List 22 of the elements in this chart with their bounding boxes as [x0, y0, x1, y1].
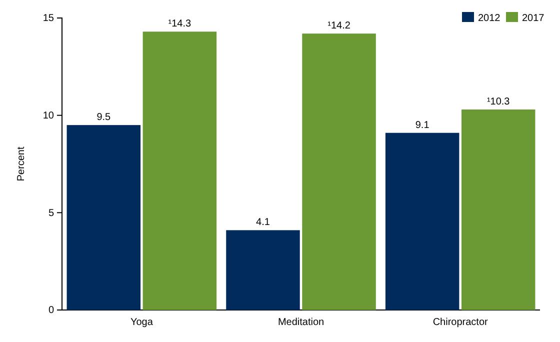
data-label: ¹14.2 [328, 20, 351, 32]
data-label: ¹10.3 [486, 96, 510, 108]
y-tick-label: 0 [48, 305, 54, 316]
data-label: 9.5 [96, 112, 112, 124]
legend-label: 2012 [478, 13, 501, 24]
legend-label: 2017 [522, 13, 545, 24]
data-label: 9.1 [415, 120, 430, 131]
data-label: 4.1 [256, 217, 270, 228]
bar [66, 125, 141, 310]
y-tick-label: 15 [42, 13, 54, 24]
bar [461, 109, 536, 310]
x-tick-label: Yoga [130, 317, 154, 328]
y-axis-title: Percent [16, 146, 27, 182]
data-label: ¹14.3 [168, 18, 192, 30]
bar [226, 230, 300, 310]
x-tick-label: Chiropractor [432, 317, 489, 328]
bar [385, 132, 460, 310]
x-tick-label: Meditation [278, 317, 324, 328]
y-tick-label: 5 [48, 208, 54, 219]
y-tick-label: 10 [42, 110, 54, 122]
bar [302, 34, 376, 310]
bar [142, 32, 217, 310]
